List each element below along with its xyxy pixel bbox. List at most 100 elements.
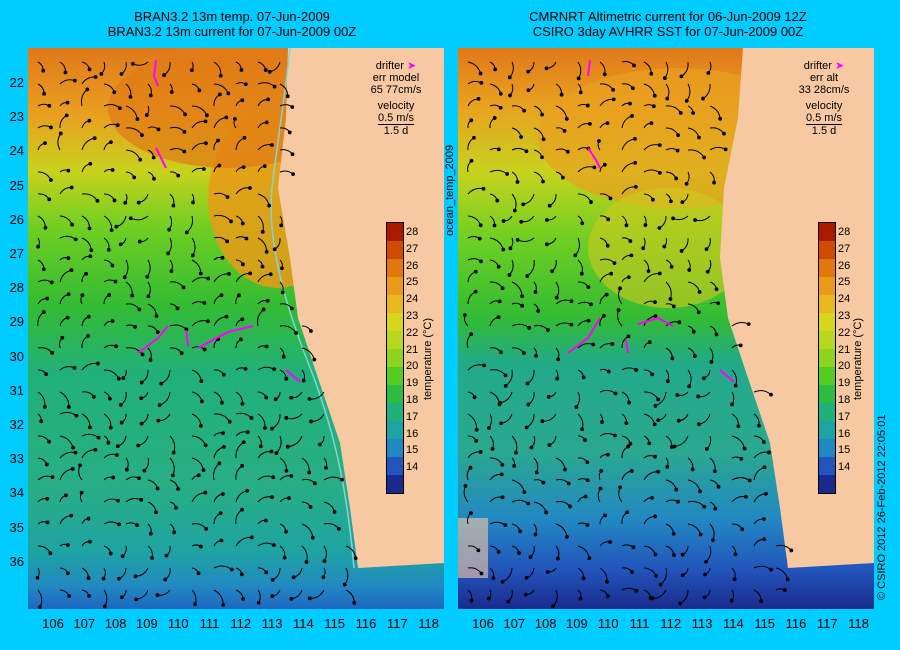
left-days-label: 1.5 d (383, 125, 409, 137)
left-lon-label-114: 114 (293, 616, 314, 631)
colorbar-segment (387, 349, 403, 367)
right-current-arrows (462, 61, 794, 609)
colorbar-tick-14: 14 (406, 461, 419, 474)
colorbar-segment (387, 295, 403, 313)
left-err-value: 65 77cm/s (370, 84, 422, 96)
colorbar-segment (819, 295, 835, 313)
colorbar-tick-25: 25 (406, 276, 419, 289)
colorbar-tick-28: 28 (838, 226, 851, 238)
left-title-line2: BRAN3.2 13m current for 07-Jun-2009 00Z (107, 24, 357, 39)
right-err-label: err alt (809, 72, 839, 84)
colorbar-segment (387, 367, 403, 385)
colorbar-segment (387, 223, 403, 241)
left-lon-label-108: 108 (104, 616, 127, 631)
colorbar-tick-17: 17 (406, 410, 419, 423)
left-lon-label-118: 118 (418, 616, 439, 631)
left-lon-label-112: 112 (230, 616, 252, 631)
lat-label-25: 25 (9, 177, 24, 193)
colorbar-tick-15: 15 (838, 444, 851, 457)
left-lon-label-116: 116 (355, 616, 377, 631)
colorbar-segment (819, 475, 835, 493)
colorbar-tick-19: 19 (406, 377, 419, 390)
colorbar-tick-17: 17 (838, 410, 851, 423)
left-shelf-contour (270, 48, 355, 569)
colorbar-tick-26: 26 (838, 259, 851, 272)
colorbar-tick-23: 23 (838, 310, 851, 322)
colorbar-segment (387, 403, 403, 421)
colorbar-segment (819, 223, 835, 241)
left-colorbar (386, 222, 404, 494)
lat-label-36: 36 (9, 553, 24, 569)
right-title: CMRNRT Altimetric current for 06-Jun-200… (488, 9, 848, 39)
right-lon-label-107: 107 (503, 616, 526, 631)
colorbar-tick-18: 18 (838, 394, 851, 406)
right-title-line1: CMRNRT Altimetric current for 06-Jun-200… (529, 9, 807, 24)
right-velocity-label: velocity (805, 100, 843, 112)
colorbar-tick-21: 21 (838, 343, 851, 356)
colorbar-tick-15: 15 (406, 444, 419, 457)
right-map-svg (458, 48, 874, 609)
left-lon-label-113: 113 (261, 616, 283, 631)
colorbar-segment (819, 349, 835, 367)
right-lon-label-117: 117 (816, 616, 838, 631)
colorbar-tick-25: 25 (838, 276, 851, 289)
right-lon-label-110: 110 (597, 616, 619, 631)
colorbar-segment (387, 475, 403, 493)
lat-label-35: 35 (9, 519, 24, 535)
colorbar-tick-20: 20 (838, 360, 851, 373)
colorbar-tick-18: 18 (406, 394, 419, 406)
left-speed-label: 0.5 m/s (377, 112, 415, 125)
right-days-label: 1.5 d (811, 125, 837, 137)
lat-label-27: 27 (9, 246, 24, 261)
left-colorbar-label: temperature (°C) (422, 317, 434, 400)
colorbar-segment (387, 259, 403, 277)
left-legend: drifter ➤ err model 65 77cm/s velocity 0… (356, 60, 436, 137)
right-speed-label: 0.5 m/s (805, 112, 843, 125)
left-lon-label-111: 111 (199, 616, 220, 631)
lat-label-30: 30 (9, 348, 24, 364)
colorbar-tick-16: 16 (406, 427, 419, 440)
lat-label-33: 33 (9, 451, 24, 467)
left-lon-label-109: 109 (136, 616, 158, 631)
lat-label-26: 26 (9, 211, 24, 227)
lat-label-29: 29 (9, 314, 24, 330)
colorbar-tick-14: 14 (838, 461, 851, 474)
left-velocity-label: velocity (377, 100, 415, 112)
right-lon-label-112: 112 (660, 616, 682, 631)
colorbar-segment (819, 331, 835, 349)
lat-label-28: 28 (9, 280, 24, 296)
lat-label-24: 24 (9, 143, 24, 159)
right-drifter-label: drifter ➤ (803, 60, 845, 72)
colorbar-segment (819, 385, 835, 403)
colorbar-tick-19: 19 (838, 377, 851, 390)
right-colorbar (818, 222, 836, 494)
right-cloud-mask (458, 518, 488, 578)
right-map-panel (458, 48, 874, 609)
colorbar-segment (819, 241, 835, 259)
colorbar-segment (819, 403, 835, 421)
right-lon-label-109: 109 (566, 616, 588, 631)
colorbar-tick-22: 22 (838, 326, 851, 339)
colorbar-segment (819, 277, 835, 295)
colorbar-tick-21: 21 (406, 343, 419, 356)
colorbar-segment (387, 241, 403, 259)
right-lon-label-108: 108 (534, 616, 557, 631)
colorbar-segment (819, 313, 835, 331)
lat-label-32: 32 (9, 417, 24, 432)
colorbar-segment (387, 313, 403, 331)
lat-label-31: 31 (9, 382, 24, 398)
left-current-arrows (35, 61, 358, 609)
lat-label-22: 22 (9, 75, 24, 90)
colorbar-segment (387, 439, 403, 457)
colorbar-segment (387, 421, 403, 439)
colorbar-segment (387, 331, 403, 349)
right-lon-label-115: 115 (754, 616, 776, 631)
left-lon-label-106: 106 (42, 616, 64, 631)
right-lon-label-113: 113 (691, 616, 713, 631)
left-drifter-label: drifter ➤ (375, 60, 417, 72)
colorbar-tick-23: 23 (406, 310, 419, 322)
colorbar-tick-27: 27 (406, 242, 419, 255)
right-lon-label-111: 111 (629, 616, 650, 631)
colorbar-segment (819, 367, 835, 385)
colorbar-tick-24: 24 (838, 293, 851, 306)
